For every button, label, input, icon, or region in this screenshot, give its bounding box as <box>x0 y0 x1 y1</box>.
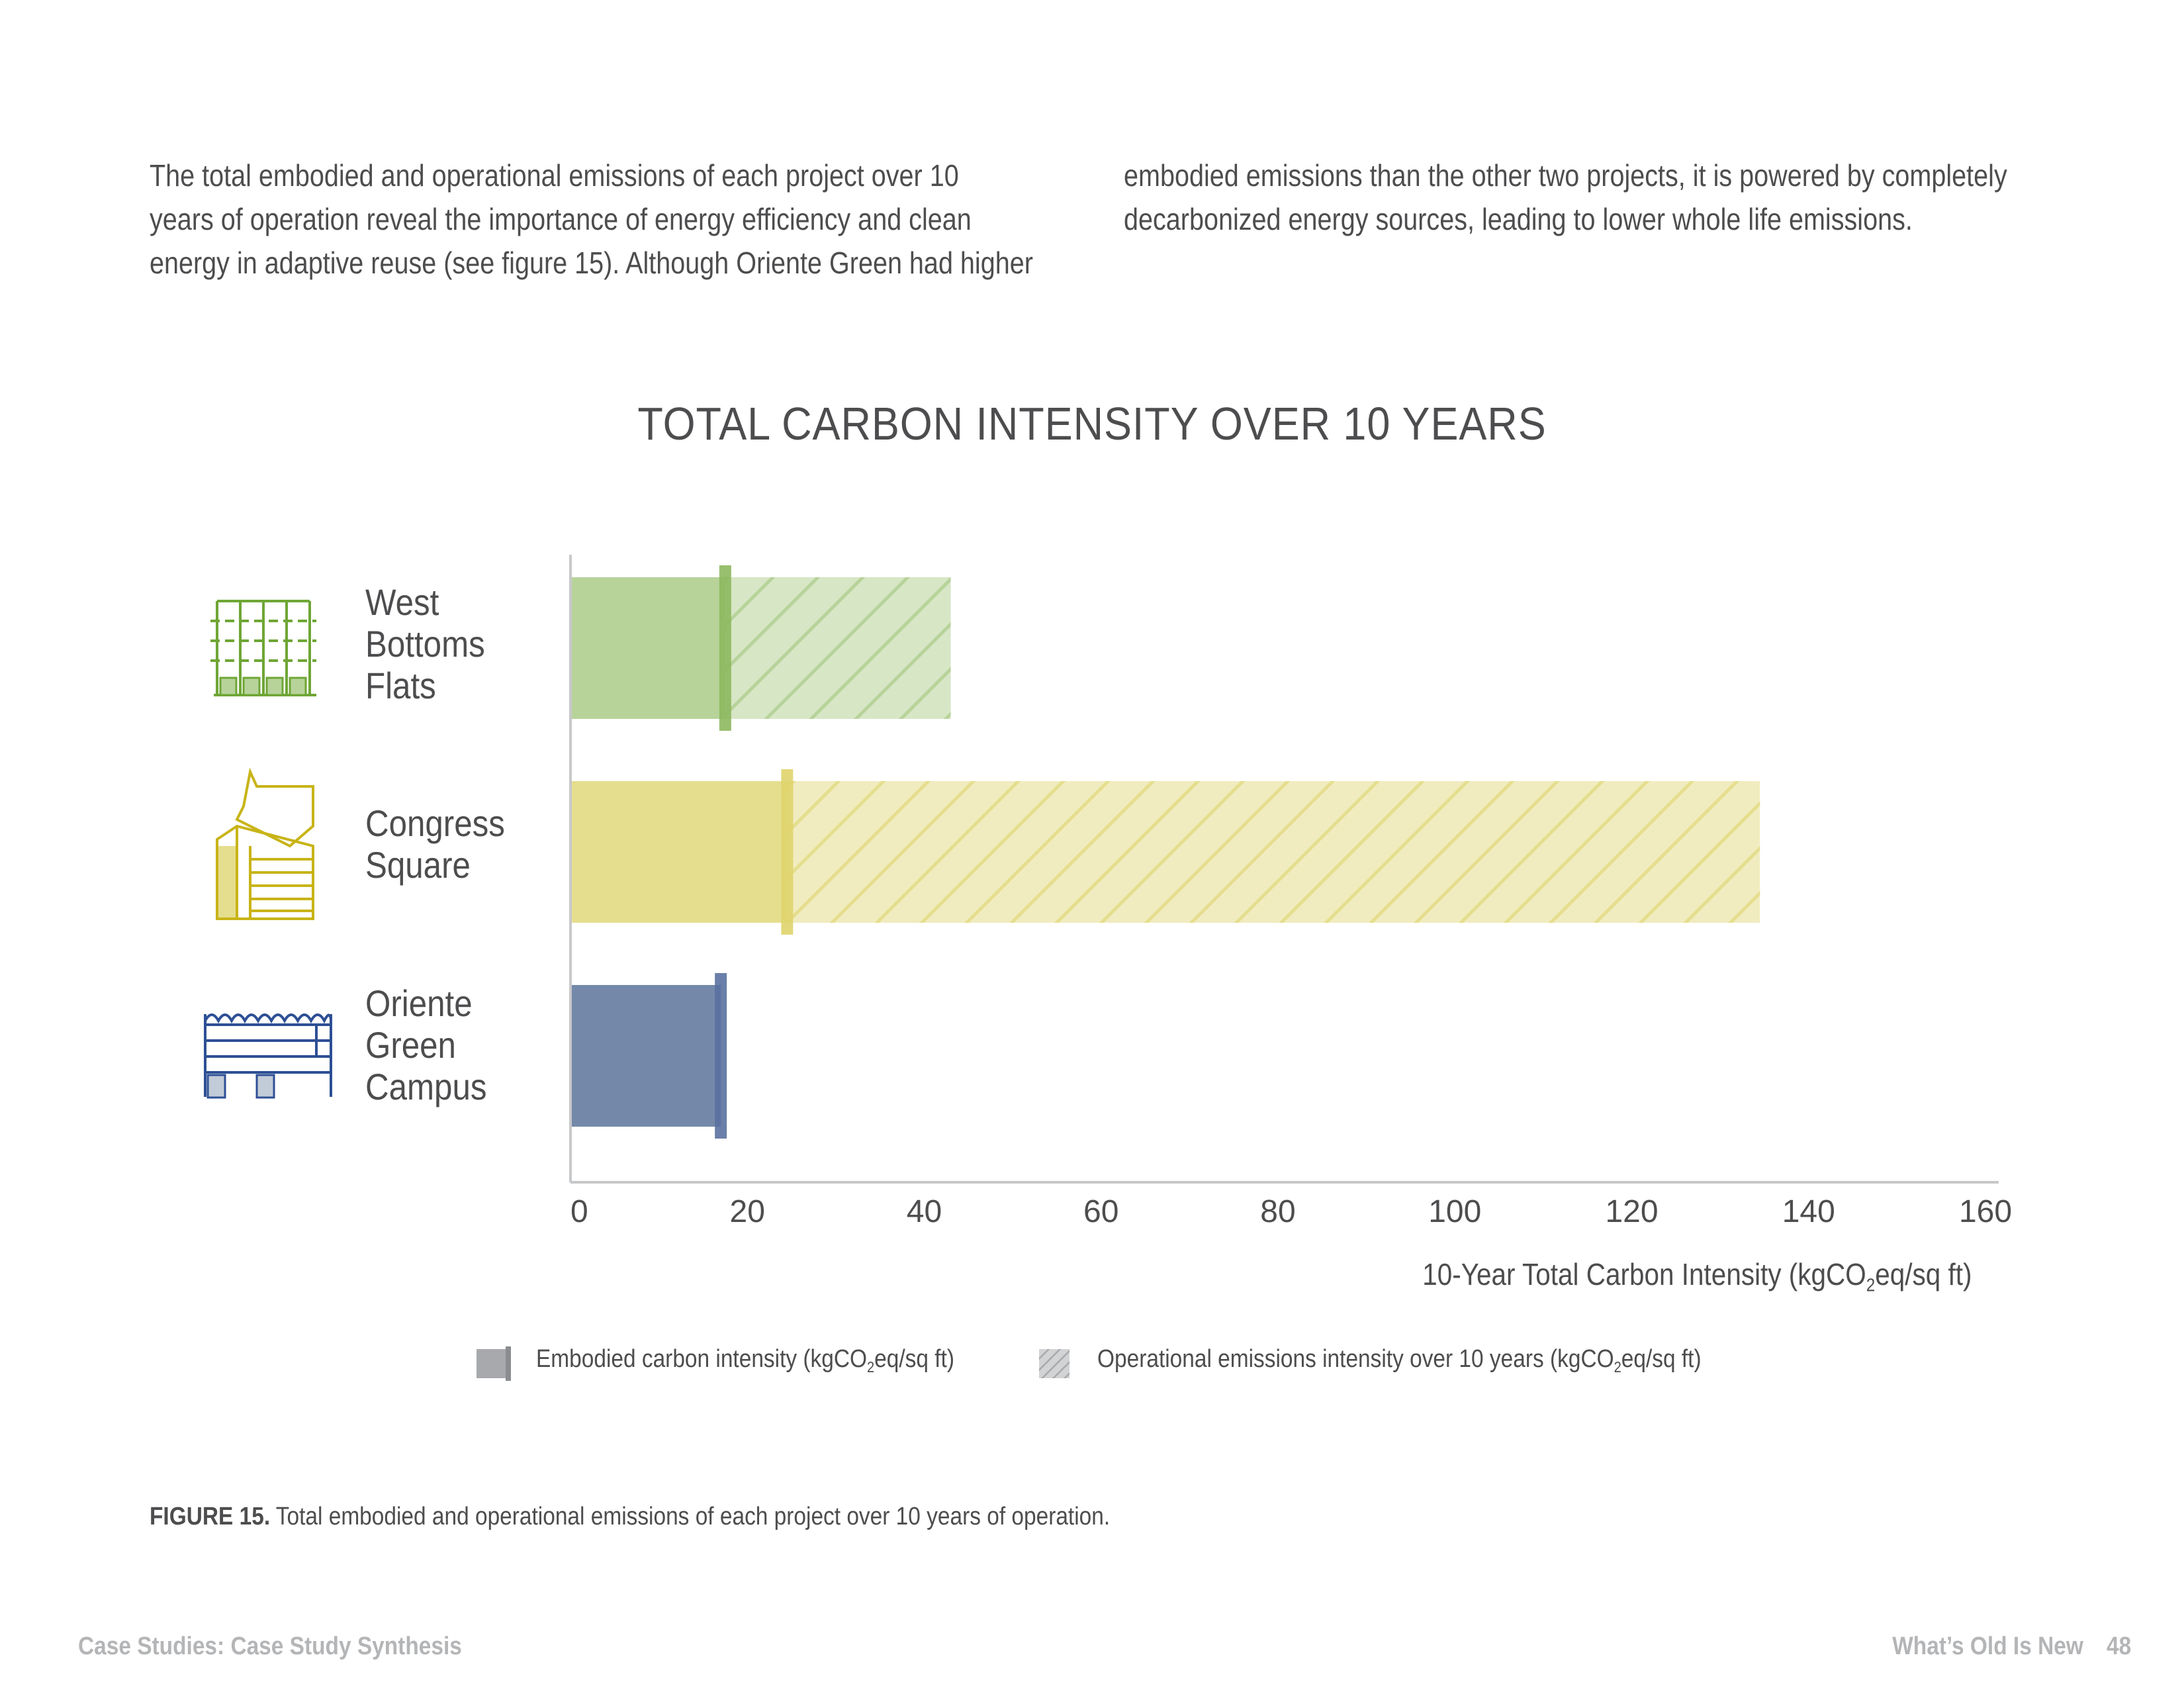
bar-embodied <box>570 577 725 719</box>
building-grid-icon <box>210 600 316 696</box>
intro-line: years of operation reveal the importance… <box>150 202 972 236</box>
legend-swatch-embodied <box>477 1346 511 1381</box>
legend-swatch-operational <box>1039 1349 1069 1378</box>
building-curved-icon <box>216 767 314 920</box>
legend-operational-main: Operational emissions intensity over 10 … <box>1097 1345 1614 1373</box>
legend-operational-tail: eq/sq ft) <box>1621 1345 1702 1373</box>
x-axis-title: 10-Year Total Carbon Intensity (kgCO2eq/… <box>1423 1256 1972 1296</box>
x-tick-label: 80 <box>1260 1194 1295 1229</box>
bar-operational <box>787 781 1760 923</box>
legend-embodied: Embodied carbon intensity (kgCO2eq/sq ft… <box>477 1338 1006 1381</box>
x-tick-label: 40 <box>907 1194 942 1229</box>
footer-doc-title: What’s Old Is New 48 <box>1892 1632 2131 1661</box>
building-campus-icon <box>204 1013 332 1099</box>
embodied-marker <box>715 973 727 1139</box>
x-tick-label: 100 <box>1428 1194 1481 1229</box>
page-number: 48 <box>2106 1632 2131 1660</box>
figure-caption: FIGURE 15. Total embodied and operationa… <box>150 1503 1110 1531</box>
x-axis-title-sub: 2 <box>1866 1274 1876 1295</box>
intro-line: energy in adaptive reuse (see figure 15)… <box>150 246 1033 280</box>
legend-embodied-main: Embodied carbon intensity (kgCO <box>536 1345 867 1373</box>
x-tick-label: 120 <box>1605 1194 1658 1229</box>
row-label-line: Oriente <box>365 982 473 1024</box>
row-label-line: West <box>365 581 439 623</box>
x-tick-label: 20 <box>730 1194 765 1229</box>
figure-caption-text: Total embodied and operational emissions… <box>270 1503 1111 1530</box>
row-label-line: Green <box>365 1024 456 1066</box>
x-axis-title-tail: eq/sq ft) <box>1875 1257 1972 1291</box>
row-label-line: Congress <box>365 802 505 844</box>
legend-embodied-tail: eq/sq ft) <box>874 1345 954 1373</box>
bar-embodied <box>570 781 788 923</box>
bar-operational <box>725 577 951 719</box>
x-tick-label: 140 <box>1782 1194 1835 1229</box>
intro-left: The total embodied and operational emiss… <box>150 154 1038 285</box>
x-tick-label: 60 <box>1083 1194 1118 1229</box>
legend-operational-sub: 2 <box>1614 1358 1621 1376</box>
legend-text-operational: Operational emissions intensity over 10 … <box>1097 1345 1702 1376</box>
intro-right: embodied emissions than the other two pr… <box>1124 154 2046 241</box>
intro-line: The total embodied and operational emiss… <box>150 158 959 193</box>
x-tick-label: 0 <box>570 1194 588 1229</box>
row-label-line: Square <box>365 844 471 886</box>
row-label-congress-square: Congress Square <box>365 802 505 886</box>
figure-caption-label: FIGURE 15. <box>150 1503 271 1530</box>
embodied-marker <box>719 565 731 731</box>
legend-operational: Operational emissions intensity over 10 … <box>1039 1338 1833 1378</box>
row-label-west-bottoms-flats: West Bottoms Flats <box>365 581 485 706</box>
legend-text-embodied: Embodied carbon intensity (kgCO2eq/sq ft… <box>536 1345 954 1376</box>
row-label-oriente-green-campus: Oriente Green Campus <box>365 982 487 1107</box>
bar-embodied <box>570 985 721 1127</box>
embodied-marker <box>781 769 794 935</box>
intro-line: decarbonized energy sources, leading to … <box>1124 202 1913 236</box>
intro-line: embodied emissions than the other two pr… <box>1124 158 2007 193</box>
row-label-line: Bottoms <box>365 623 485 665</box>
row-label-line: Flats <box>365 665 436 706</box>
x-tick-label: 160 <box>1959 1194 2012 1229</box>
footer-section: Case Studies: Case Study Synthesis <box>78 1632 462 1660</box>
row-label-line: Campus <box>365 1066 487 1107</box>
footer-title: What’s Old Is New <box>1891 1632 2083 1660</box>
legend-embodied-sub: 2 <box>866 1358 875 1376</box>
x-axis-title-main: 10-Year Total Carbon Intensity (kgCO <box>1422 1257 1867 1291</box>
chart-title: TOTAL CARBON INTENSITY OVER 10 YEARS <box>637 398 1547 449</box>
